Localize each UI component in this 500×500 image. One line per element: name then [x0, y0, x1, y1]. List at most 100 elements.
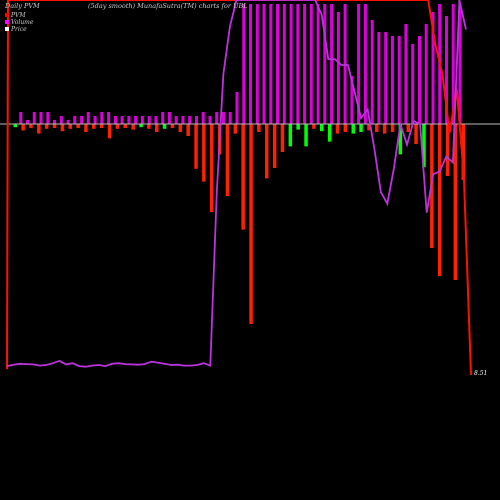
pvm-bar: [107, 124, 112, 139]
pvm-bar: [68, 124, 72, 129]
pvm-bar: [406, 124, 410, 132]
pvm-bar: [359, 124, 363, 132]
volume-bar: [46, 112, 50, 124]
pvm-bar: [390, 124, 395, 132]
volume-bar: [167, 112, 171, 124]
volume-bar: [445, 16, 448, 124]
pvm-bar: [398, 124, 403, 155]
volume-bar: [303, 4, 307, 124]
volume-bar: [140, 116, 144, 124]
pvm-bar: [320, 124, 324, 132]
volume-bar: [66, 120, 70, 124]
pvm-bar: [92, 124, 96, 129]
volume-bar: [431, 12, 435, 124]
volume-bar: [296, 4, 300, 124]
pvm-bar: [312, 124, 316, 129]
pvm-bar: [29, 124, 33, 128]
volume-bar: [235, 92, 239, 124]
price-line: [6, 0, 467, 368]
pvm-bar: [84, 124, 88, 132]
pvm-bar: [257, 124, 261, 132]
volume-bar: [107, 112, 111, 124]
pvm-bar: [131, 124, 135, 130]
pvm-bar: [327, 124, 332, 142]
volume-bar: [390, 36, 394, 124]
pvm-bar: [147, 124, 151, 129]
volume-bar: [262, 4, 266, 124]
legend-volume-label: Volume: [11, 19, 34, 26]
pvm-bar: [139, 124, 143, 128]
volume-bar: [377, 32, 381, 124]
volume-bar: [147, 116, 151, 124]
volume-bar: [154, 116, 158, 124]
volume-bar: [120, 116, 124, 124]
legend-price-swatch: [5, 27, 9, 31]
volume-bar: [113, 116, 117, 124]
volume-bar: [188, 116, 192, 124]
pvm-bar: [233, 124, 238, 134]
pvm-bar: [335, 124, 340, 134]
pvm-bar: [21, 124, 25, 131]
pvm-bar: [445, 124, 450, 176]
volume-bar: [397, 36, 401, 124]
volume-bar: [59, 116, 63, 124]
pvm-bar: [44, 124, 49, 129]
header-left: Daily PVM: [4, 2, 40, 10]
volume-bar: [86, 112, 90, 124]
pvm-bar: [186, 124, 190, 136]
volume-bar: [330, 4, 334, 124]
volume-bar: [289, 4, 293, 124]
pvm-bar: [210, 124, 214, 212]
legend-volume-swatch: [5, 20, 9, 24]
pvm-bar: [178, 124, 183, 132]
pvm-bar: [241, 124, 245, 230]
volume-bar: [276, 4, 279, 124]
volume-bar: [215, 112, 219, 124]
pvm-bar: [170, 124, 175, 128]
pvm-bar: [225, 124, 230, 196]
pvm-bar: [37, 124, 41, 134]
volume-bar: [424, 24, 428, 124]
volume-bar: [32, 112, 36, 124]
pvm-bar: [123, 124, 127, 128]
pvm-bar: [60, 124, 65, 132]
volume-bar: [93, 116, 97, 124]
pvm-bar: [296, 124, 300, 130]
volume-bar: [255, 4, 259, 124]
pvm-bar: [162, 124, 167, 129]
pvm-bar: [76, 124, 80, 128]
volume-bar: [222, 112, 225, 124]
legend-pvm-swatch: [5, 13, 9, 17]
pvm-bar: [194, 124, 198, 169]
volume-bar: [161, 112, 165, 124]
pvm-bar: [13, 124, 17, 128]
pvm-bar: [280, 124, 285, 152]
legend-price-label: Price: [10, 26, 27, 33]
volume-bar: [39, 112, 43, 124]
volume-bar: [127, 116, 131, 124]
last-price-label: 8.51: [474, 370, 487, 377]
pvm-bar: [367, 124, 371, 131]
volume-bar: [336, 12, 340, 124]
pvm-bar: [100, 124, 104, 128]
pvm-bar: [272, 124, 277, 168]
volume-bar: [100, 112, 104, 124]
volume-bar: [134, 116, 138, 124]
pvm-bar: [414, 124, 418, 144]
pvm-bar: [52, 124, 57, 128]
volume-bar: [458, 4, 462, 124]
volume-bar: [208, 116, 212, 124]
pvm-bar: [422, 124, 426, 168]
pvm-bar: [343, 124, 348, 132]
volume-bar: [363, 4, 367, 124]
pvm-bar: [265, 124, 269, 179]
volume-bar: [323, 4, 327, 124]
volume-bar: [357, 4, 361, 124]
pvm-bar: [453, 124, 458, 280]
pvm-bar: [437, 124, 442, 276]
volume-bar: [181, 116, 185, 124]
volume-bar: [242, 4, 246, 124]
volume-bar: [269, 4, 273, 124]
pvm-bar: [304, 124, 308, 147]
volume-bar: [384, 32, 388, 124]
